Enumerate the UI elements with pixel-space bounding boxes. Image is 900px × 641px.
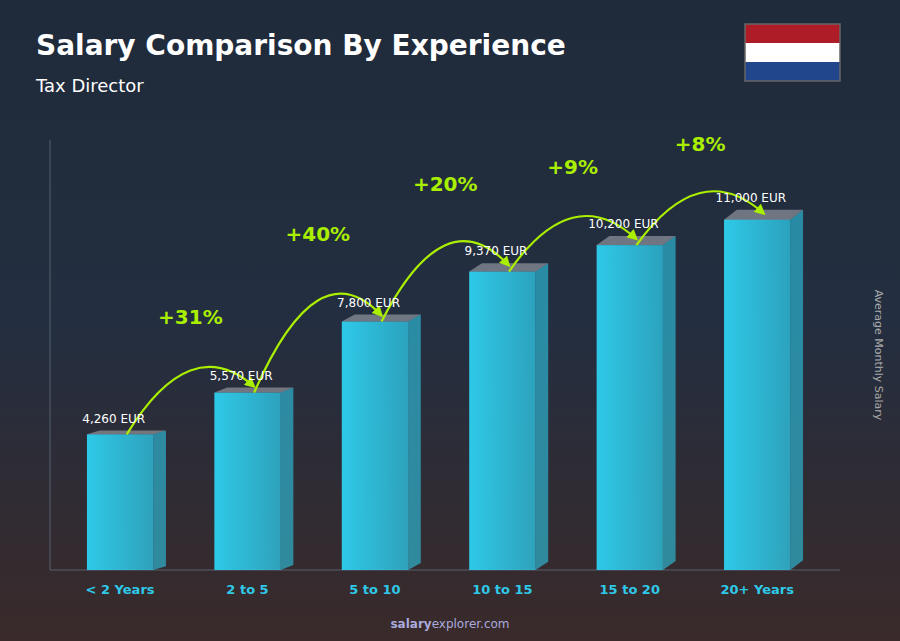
value-label: 11,000 EUR <box>716 191 787 205</box>
bar-side <box>153 431 166 570</box>
bar <box>597 245 663 570</box>
bar-side <box>281 388 294 570</box>
x-tick-label: 5 to 10 <box>349 582 400 597</box>
flag-stripe <box>745 24 840 43</box>
change-label: +9% <box>547 155 598 179</box>
bar <box>724 220 790 570</box>
flag-border <box>745 24 840 81</box>
bar <box>87 434 153 570</box>
flag-stripe <box>745 43 840 62</box>
value-label: 7,800 EUR <box>337 296 400 310</box>
labels: +31% +40% +20% +9% +8% 4,260 EUR 5,570 EUR 7,80… <box>82 132 786 426</box>
watermark-bold: salary <box>390 617 431 631</box>
bar-side <box>663 236 676 570</box>
value-label: 9,370 EUR <box>465 244 528 258</box>
change-label: +40% <box>286 222 351 246</box>
background <box>0 0 900 641</box>
value-label: 5,570 EUR <box>210 369 273 383</box>
x-tick-label: 10 to 15 <box>472 582 532 597</box>
x-tick-label: 15 to 20 <box>600 582 660 597</box>
value-label: 10,200 EUR <box>588 217 659 231</box>
bar <box>214 393 280 570</box>
x-tick-label: 20+ Years <box>720 582 794 597</box>
bars <box>87 210 803 570</box>
watermark: salaryexplorer.com <box>390 617 509 631</box>
bar-side <box>790 210 803 570</box>
change-label: +31% <box>158 305 223 329</box>
y-axis-label: Average Monthly Salary <box>872 290 885 421</box>
bar-top <box>724 210 803 220</box>
bar <box>469 272 535 570</box>
bar <box>342 322 408 570</box>
change-label: +20% <box>413 172 478 196</box>
bar-side <box>408 315 421 570</box>
chart: +31% +40% +20% +9% +8% 4,260 EUR 5,570 EUR 7,80… <box>0 0 900 641</box>
title: Salary Comparison By Experience <box>36 29 566 62</box>
bar-side <box>535 263 548 570</box>
watermark-normal: explorer.com <box>432 617 510 631</box>
y-axis-line <box>50 140 51 570</box>
flag <box>745 24 840 81</box>
change-label: +8% <box>675 132 726 156</box>
subtitle: Tax Director <box>35 75 144 96</box>
x-axis-line <box>50 570 840 571</box>
value-label: 4,260 EUR <box>82 412 145 426</box>
change-arcs <box>127 191 764 434</box>
x-tick-label: < 2 Years <box>86 582 155 597</box>
flag-stripe <box>745 62 840 81</box>
x-tick-label: 2 to 5 <box>226 582 268 597</box>
